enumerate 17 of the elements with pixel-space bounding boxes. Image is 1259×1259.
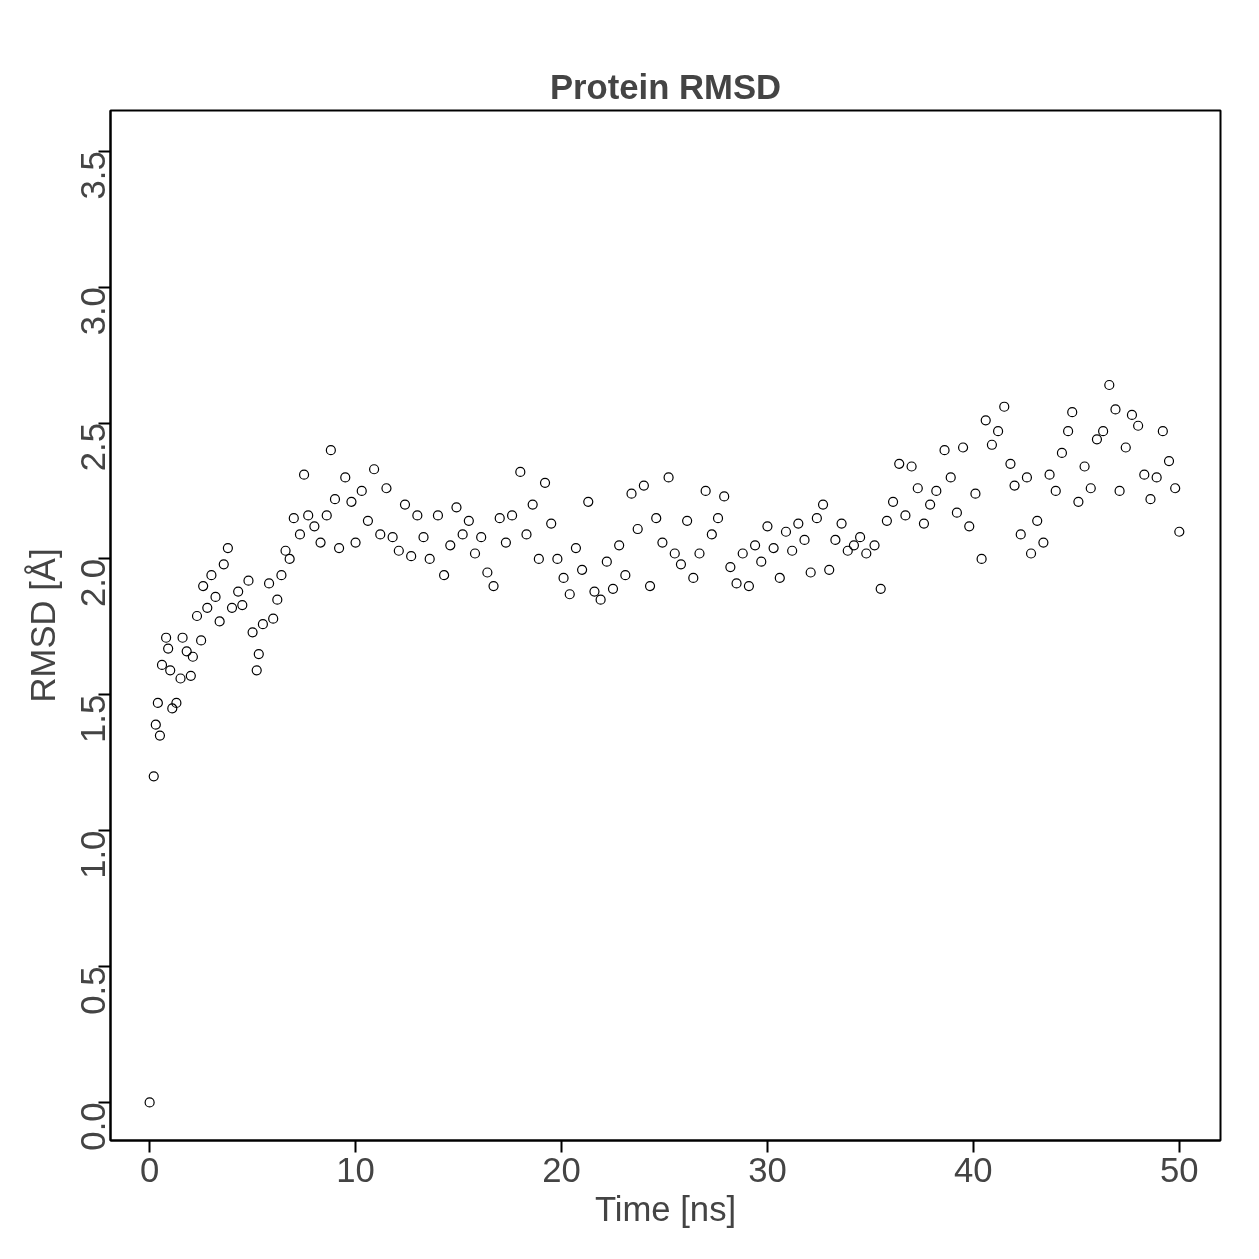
x-tick-label: 50 (1160, 1150, 1199, 1189)
y-tick-label: 3.5 (74, 151, 113, 200)
x-tick-label: 30 (748, 1150, 787, 1189)
x-tick-label: 20 (542, 1150, 581, 1189)
x-axis-title: Time [ns] (594, 1189, 737, 1228)
x-tick-label: 40 (954, 1150, 993, 1189)
y-tick-label: 0.0 (74, 1102, 113, 1151)
x-tick-label: 0 (139, 1150, 160, 1189)
y-tick-label: 1.5 (74, 694, 113, 743)
y-axis-title: RMSD [Å] (23, 548, 62, 703)
chart-title: Protein RMSD (549, 67, 782, 106)
y-tick-label: 2.0 (74, 558, 113, 608)
y-tick-label: 0.5 (74, 966, 113, 1015)
y-tick-label: 1.0 (74, 830, 113, 879)
y-tick-label: 3.0 (74, 287, 113, 336)
x-tick-label: 10 (336, 1150, 375, 1189)
y-tick-label: 2.5 (74, 423, 113, 472)
